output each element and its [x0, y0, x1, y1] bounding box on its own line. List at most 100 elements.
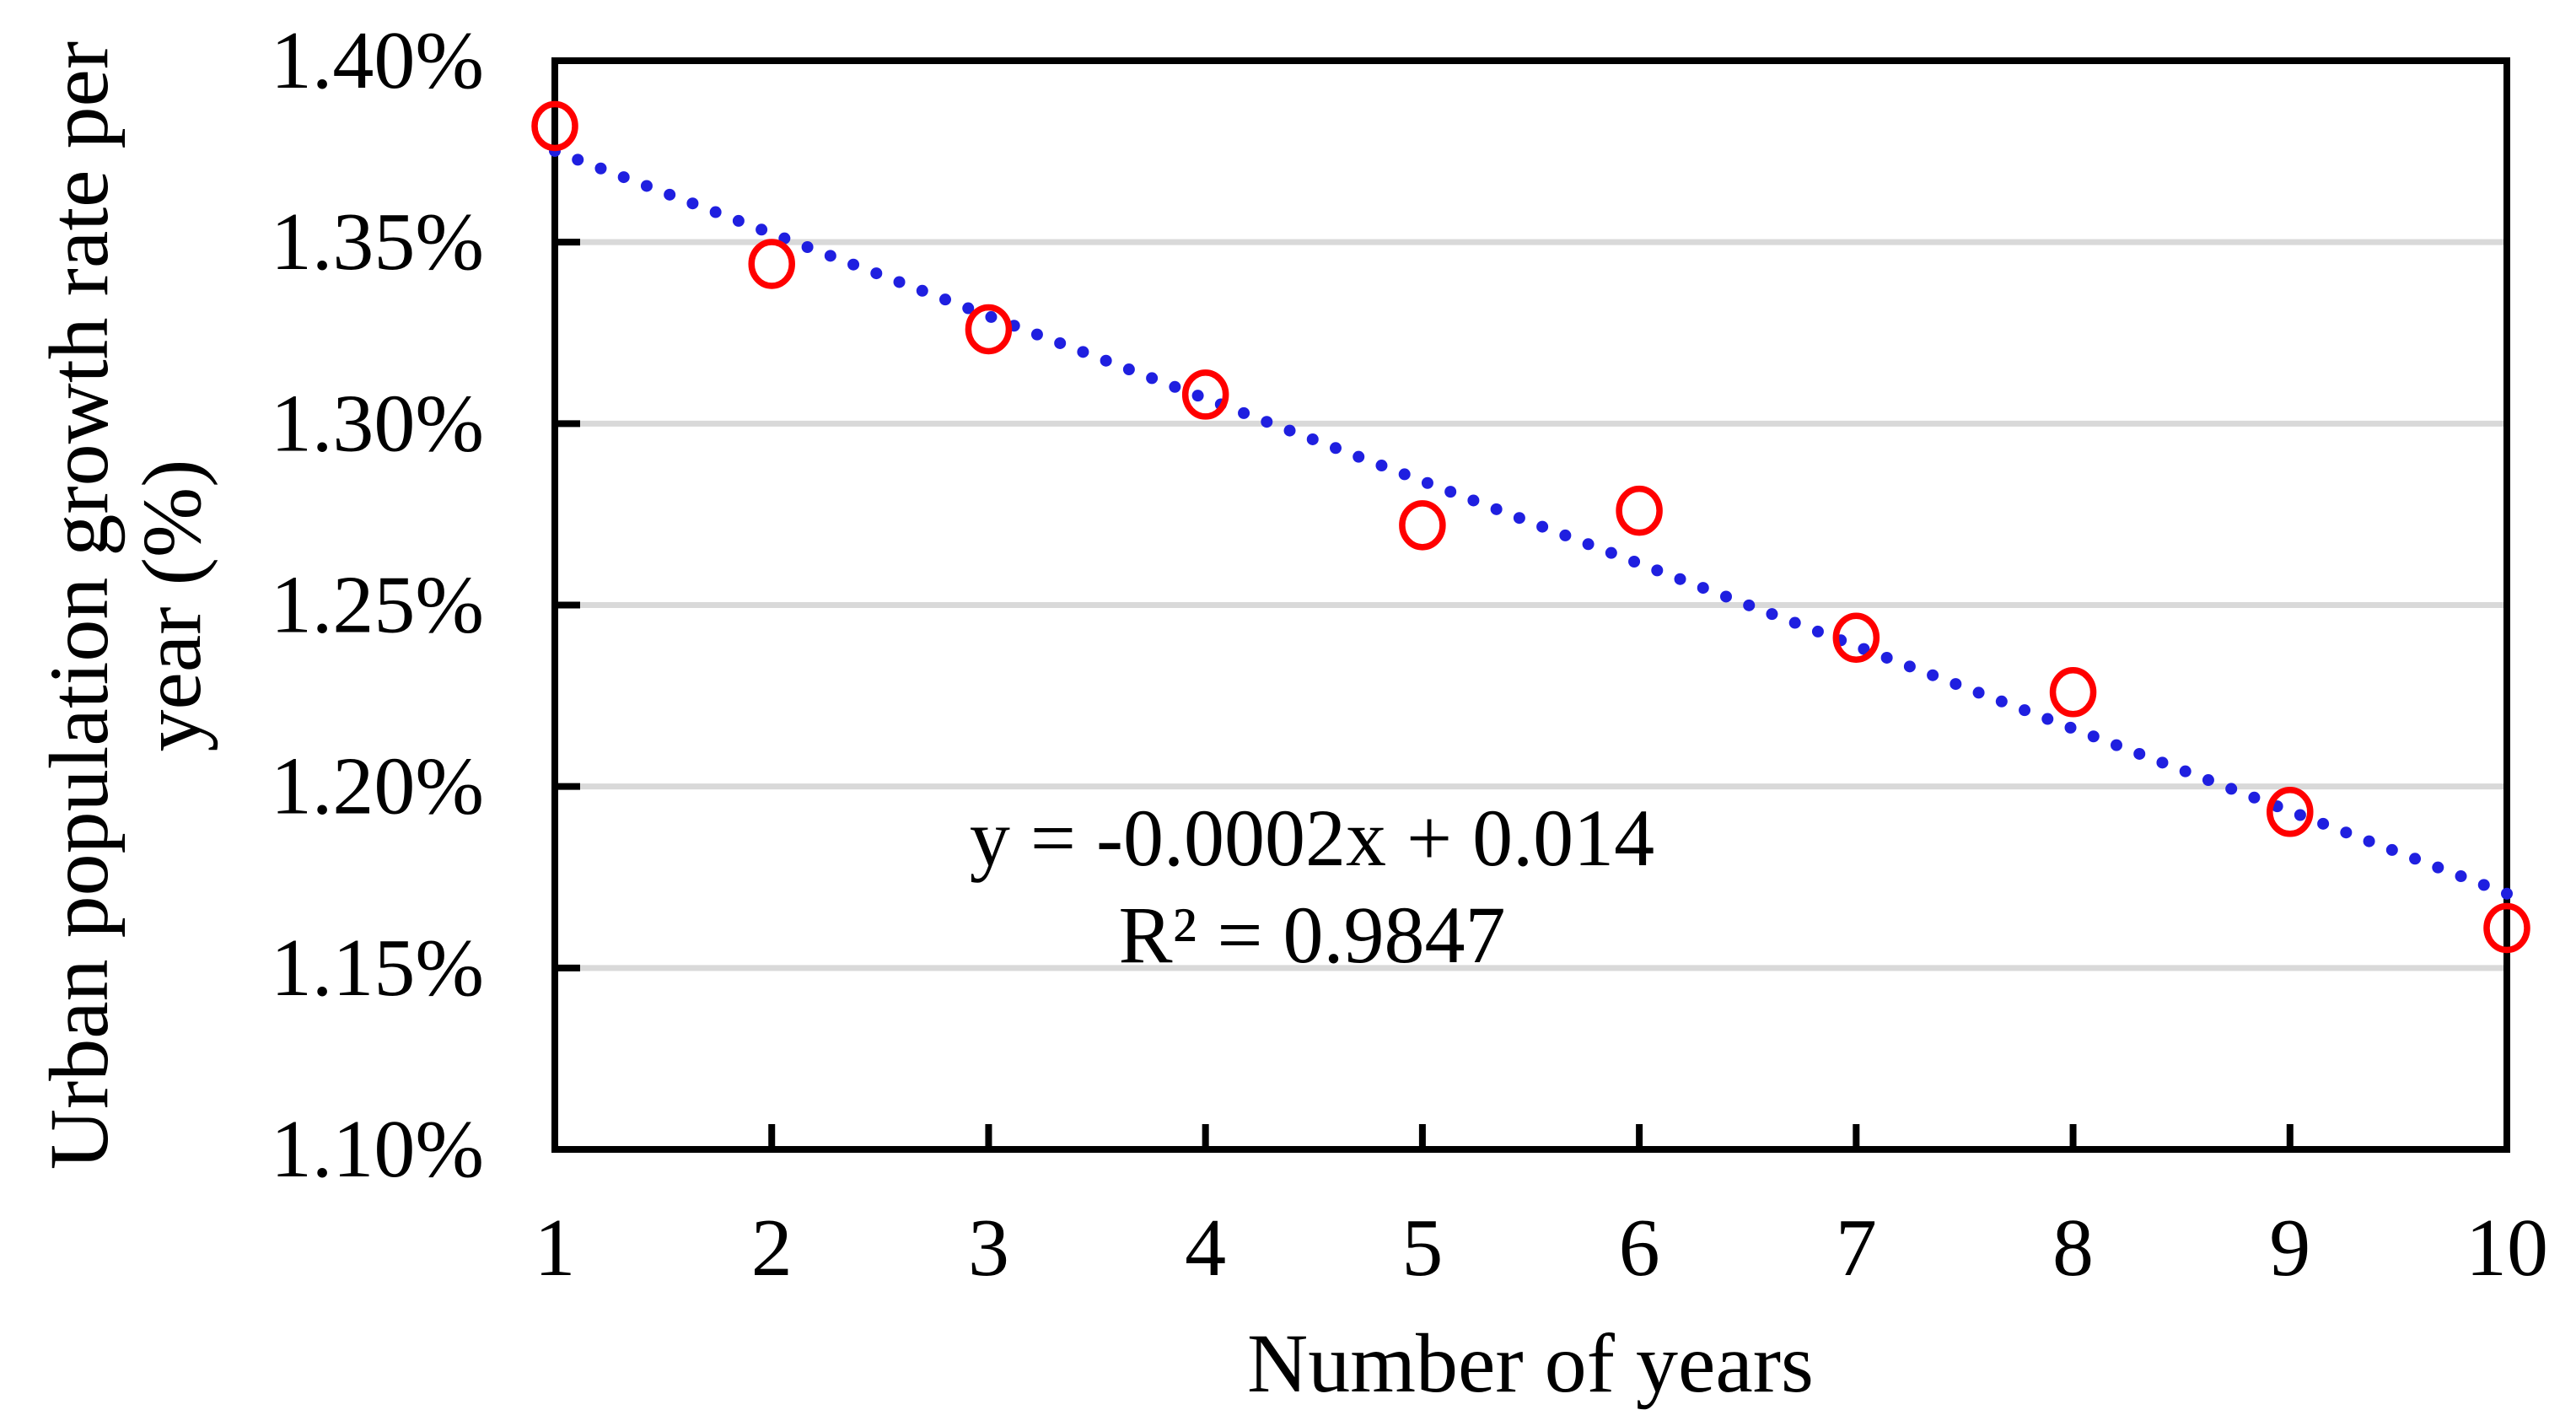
trendline-dot: [1628, 556, 1641, 568]
trendline-dot: [2385, 843, 2398, 856]
trendline-dot: [1375, 460, 1388, 472]
trendline-dot: [985, 310, 998, 323]
trendline-r-squared: R² = 0.9847: [1118, 890, 1506, 980]
trendline-dot: [1927, 669, 1939, 681]
trendline-dot: [824, 250, 836, 262]
trendline-dot: [2179, 765, 2191, 778]
trendline-dot: [1995, 695, 2008, 708]
trendline-dot: [893, 276, 906, 288]
trendline-dot: [1536, 520, 1549, 533]
trendline-dot: [1949, 678, 1962, 691]
trendline-dot: [1811, 625, 1824, 638]
x-tick-label: 5: [1401, 1203, 1443, 1294]
trendline-dot: [594, 162, 607, 175]
data-point-marker: [531, 100, 578, 152]
trendline-dot: [2202, 774, 2214, 787]
trendline-dot: [2087, 730, 2100, 743]
trendline-dot: [1582, 538, 1595, 551]
trendline-annotation: y = -0.0002x + 0.014 R² = 0.9847: [806, 789, 1818, 988]
trendline-dot: [1858, 643, 1870, 655]
y-axis-title: Urban population growth rate per year (%…: [32, 0, 235, 1217]
data-point-marker: [2049, 667, 2097, 718]
trendline-dot: [1903, 660, 1916, 673]
trendline-dot: [2363, 835, 2375, 848]
trendline-dot: [1122, 363, 1135, 376]
x-axis-title: Number of years: [1247, 1316, 1814, 1410]
trendline-dot: [732, 214, 745, 227]
data-point-marker: [1832, 612, 1880, 663]
trendline-dot: [2294, 809, 2306, 821]
trendline-dot: [916, 284, 928, 297]
trendline-dot: [756, 223, 768, 236]
x-tick-label: 4: [1185, 1203, 1226, 1294]
trendline-dot: [1238, 406, 1250, 419]
trendline-dot: [1169, 380, 1181, 393]
data-point-marker: [2483, 902, 2530, 954]
y-tick-label: 1.20%: [271, 741, 484, 832]
trendline-dot: [1353, 450, 1365, 463]
trendline-dot: [2041, 713, 2054, 725]
data-point-marker: [748, 239, 795, 289]
trendline-dot: [1054, 336, 1067, 349]
x-tick-label: 7: [1836, 1203, 1877, 1294]
trendline-dot: [2225, 783, 2238, 795]
y-tick-label: 1.25%: [271, 560, 484, 651]
data-point-marker: [2267, 787, 2314, 837]
trendline-dot: [1030, 328, 1043, 341]
trendline-dot: [1605, 546, 1617, 559]
trendline-dot: [1513, 512, 1525, 525]
trendline-dot: [709, 206, 722, 218]
trendline-dot: [1444, 486, 1457, 498]
trendline-dot: [1788, 616, 1801, 629]
x-tick-label: 3: [968, 1203, 1009, 1294]
trendline-dot: [1146, 372, 1159, 385]
x-tick-label: 10: [2466, 1203, 2548, 1294]
x-tick-label: 8: [2052, 1203, 2094, 1294]
trendline-dot: [2156, 756, 2169, 769]
y-tick-label: 1.30%: [271, 378, 484, 469]
trendline-dot: [640, 180, 653, 192]
trendline-dot: [2317, 817, 2330, 830]
trendline-dot: [1191, 390, 1204, 402]
trendline-dot: [1697, 582, 1709, 595]
data-point-marker: [1616, 485, 1663, 536]
trendline-dot: [1651, 564, 1664, 577]
trendline-dot: [870, 267, 883, 280]
trendline-dot: [2409, 853, 2422, 865]
trendline-dot: [1766, 608, 1778, 621]
trendline-dot: [2111, 739, 2122, 751]
trendline-dot: [2133, 747, 2146, 760]
trendline-dot: [2340, 826, 2353, 839]
trendline-equation: y = -0.0002x + 0.014: [969, 793, 1655, 883]
trendline-dot: [847, 258, 860, 271]
x-tick-label: 2: [751, 1203, 793, 1294]
trendline-dot: [2477, 879, 2490, 891]
y-tick-label: 1.40%: [271, 15, 484, 106]
y-tick-label: 1.10%: [271, 1104, 484, 1195]
trendline-dot: [2019, 704, 2031, 717]
trendline-dot: [617, 171, 630, 184]
trendline-dot: [1421, 476, 1433, 489]
data-point-marker: [965, 304, 1013, 355]
trendline-dot: [1467, 494, 1480, 507]
trendline-dot: [1283, 424, 1296, 437]
trendline-dot: [2455, 870, 2467, 883]
trendline-dot: [939, 293, 951, 306]
trendline-dot: [1398, 468, 1411, 481]
trendline-dot: [1972, 686, 1985, 699]
trendline-dot: [572, 153, 584, 166]
x-tick-label: 6: [1619, 1203, 1660, 1294]
y-tick-label: 1.35%: [271, 196, 484, 288]
trendline-dot: [1559, 529, 1572, 541]
y-tick-label: 1.15%: [271, 923, 484, 1014]
plot-border: [551, 57, 2510, 1153]
trendline-dot: [664, 188, 676, 201]
y-axis-title-line1: Urban population growth rate per: [32, 40, 126, 1170]
trendline-dot: [1077, 346, 1089, 358]
trendline-dot: [1261, 416, 1273, 428]
trendline-dot: [1490, 503, 1503, 515]
trendline-dot: [2501, 887, 2513, 900]
x-tick-label: 9: [2269, 1203, 2310, 1294]
